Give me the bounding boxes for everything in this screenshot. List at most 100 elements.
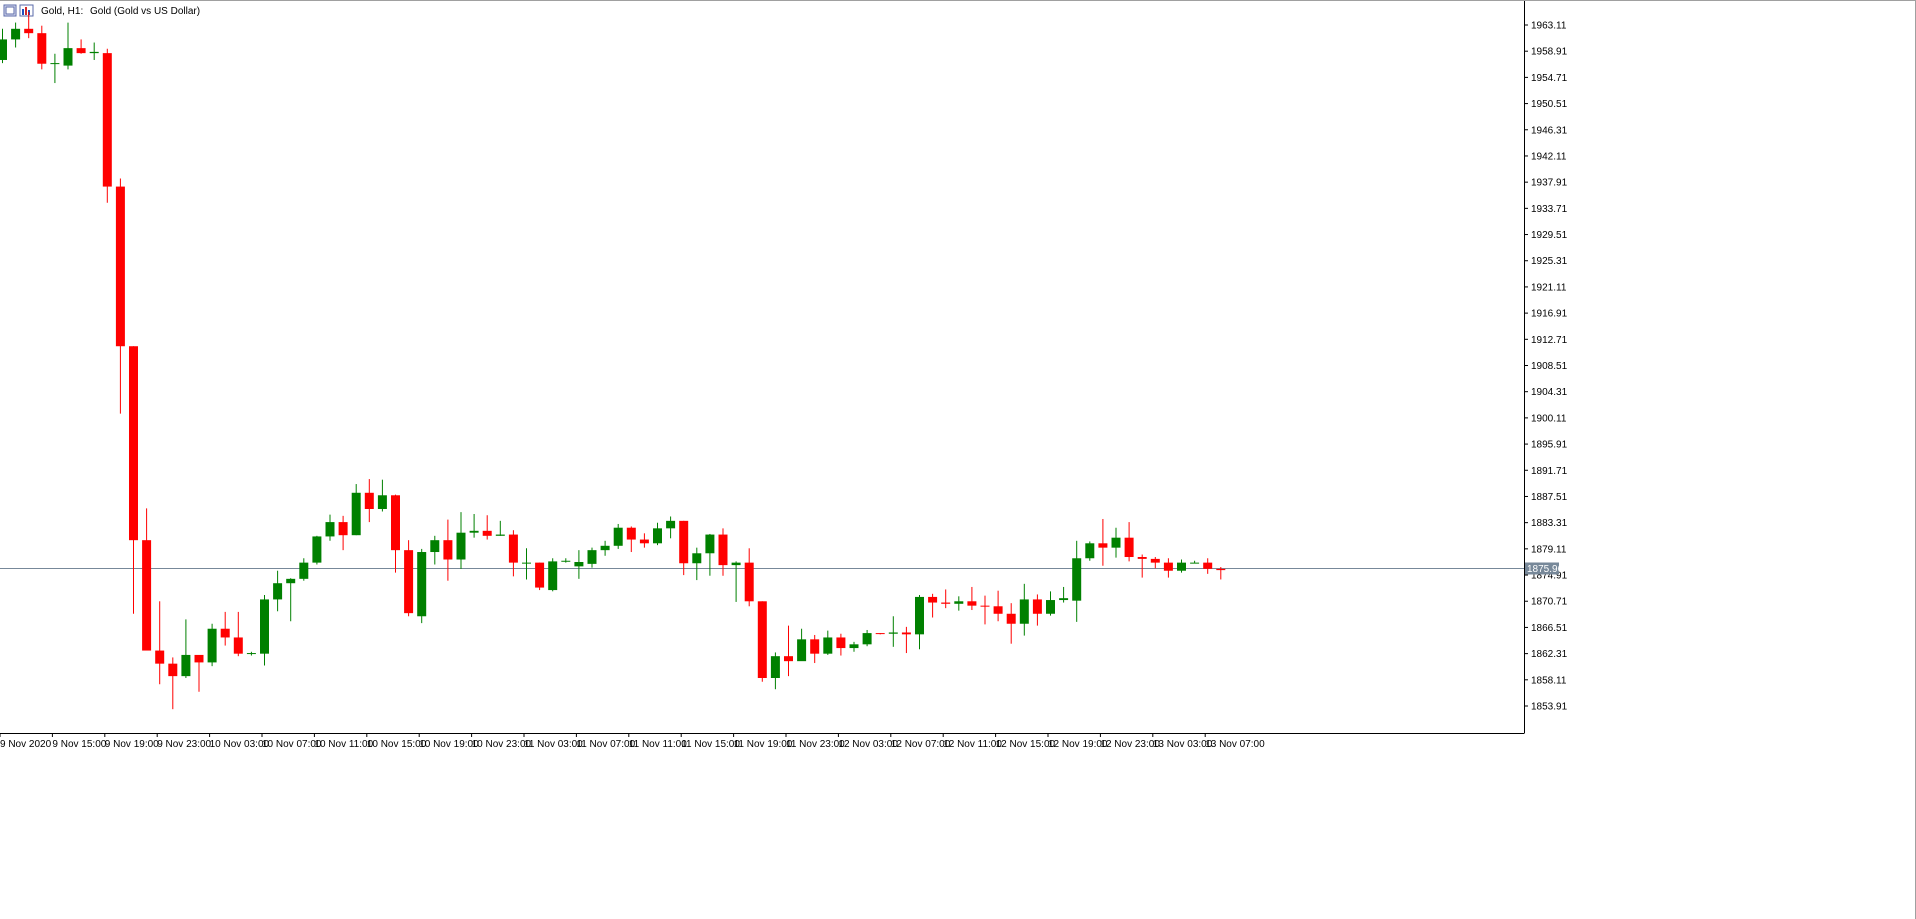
candle	[142, 508, 152, 651]
time-tick-label: 13 Nov 03:00	[1153, 739, 1213, 750]
candle	[495, 520, 505, 536]
time-tick-label: 12 Nov 19:00	[1048, 739, 1108, 750]
price-tick-label: 1853.91	[1531, 702, 1568, 713]
candle-body	[1137, 557, 1147, 559]
time-tick-label: 12 Nov 23:00	[1100, 739, 1160, 750]
candle	[941, 589, 951, 609]
candle	[325, 514, 335, 541]
candle	[50, 53, 60, 84]
candle	[443, 519, 453, 581]
price-tick-label: 1908.51	[1531, 361, 1568, 372]
candle-body	[980, 605, 990, 607]
candle-body	[207, 628, 217, 663]
candle	[705, 533, 715, 576]
candle-body	[600, 545, 610, 551]
candle-body	[679, 520, 689, 564]
candle	[76, 39, 86, 54]
candle	[757, 601, 767, 682]
candle	[522, 548, 531, 580]
window-restore-icon[interactable]	[3, 4, 17, 17]
candle	[417, 548, 427, 624]
time-tick-label: 11 Nov 03:00	[524, 739, 583, 750]
price-tick-label: 1891.71	[1531, 466, 1568, 477]
candle	[63, 22, 73, 70]
window-icons[interactable]	[3, 4, 34, 17]
candle-body	[993, 606, 1003, 614]
candle	[967, 586, 977, 611]
candle	[456, 512, 466, 569]
candle	[1124, 522, 1134, 562]
price-axis[interactable]: 1963.11 1958.91 1954.71 1950.51 1946.31 1942.…	[1524, 21, 1568, 713]
candle-body	[561, 560, 571, 562]
candle-body	[731, 562, 741, 566]
time-tick-label: 11 Nov 11:00	[629, 739, 687, 750]
candle	[613, 523, 623, 549]
candles	[0, 11, 1226, 710]
candle	[548, 558, 558, 592]
candle	[928, 593, 938, 618]
candle-body	[181, 654, 191, 677]
candle	[574, 550, 584, 579]
candle	[1098, 518, 1108, 566]
time-tick-label: 10 Nov 19:00	[419, 739, 479, 750]
chart-window-icon[interactable]	[19, 4, 34, 17]
candle	[915, 595, 924, 650]
candle-body	[129, 346, 138, 541]
candle	[1216, 566, 1226, 580]
candle	[626, 526, 636, 553]
candle-body	[430, 540, 440, 553]
price-tick-label: 1933.71	[1531, 204, 1568, 215]
price-tick-label: 1921.11	[1531, 282, 1567, 293]
price-tick-label: 1925.31	[1531, 256, 1568, 267]
candle	[181, 619, 191, 678]
price-tick-label: 1904.31	[1531, 387, 1568, 398]
candle-body	[155, 650, 165, 664]
symbol-label: Gold, H1:	[41, 6, 83, 17]
candle-body	[456, 532, 466, 560]
candle	[954, 596, 964, 611]
candle-body	[1163, 562, 1173, 571]
current-price-marker: 1875.96	[1525, 562, 1564, 575]
price-tick-label: 1916.91	[1531, 309, 1568, 320]
candle	[364, 479, 374, 523]
candle-body	[417, 552, 427, 617]
time-tick-label: 10 Nov 11:00	[314, 739, 373, 750]
candle-body	[312, 536, 322, 563]
price-tick-label: 1942.11	[1531, 151, 1567, 162]
candle	[784, 625, 793, 677]
time-tick-label: 10 Nov 23:00	[472, 739, 532, 750]
candle	[862, 629, 872, 647]
candle-body	[849, 644, 859, 649]
candle	[482, 515, 492, 540]
candle-body	[115, 186, 125, 347]
candle-body	[391, 495, 400, 551]
candle-body	[1150, 558, 1160, 563]
candle	[1059, 586, 1069, 603]
price-tick-label: 1946.31	[1531, 125, 1568, 136]
candle	[37, 25, 47, 70]
candle	[744, 548, 754, 607]
candle-body	[37, 33, 47, 64]
candle-body	[1190, 562, 1200, 564]
price-tick-label: 1937.91	[1531, 178, 1568, 189]
candle-body	[1085, 543, 1095, 559]
candle	[220, 611, 230, 646]
candle	[1150, 557, 1160, 569]
candle-body	[915, 596, 924, 635]
candle	[1111, 527, 1121, 558]
candle	[535, 562, 545, 591]
candle-body	[548, 561, 558, 591]
current-price-badge	[1525, 562, 1559, 575]
price-tick-label: 1879.11	[1531, 544, 1567, 555]
time-tick-label: 9 Nov 2020	[0, 739, 52, 750]
candle	[797, 628, 807, 662]
price-tick-label: 1958.91	[1531, 47, 1568, 58]
candle	[1137, 554, 1147, 578]
candle-body	[757, 601, 767, 678]
candle-body	[954, 601, 964, 604]
time-axis[interactable]: 9 Nov 2020 9 Nov 15:009 Nov 19:009 Nov 23…	[0, 733, 1265, 750]
candle-body	[967, 601, 977, 606]
